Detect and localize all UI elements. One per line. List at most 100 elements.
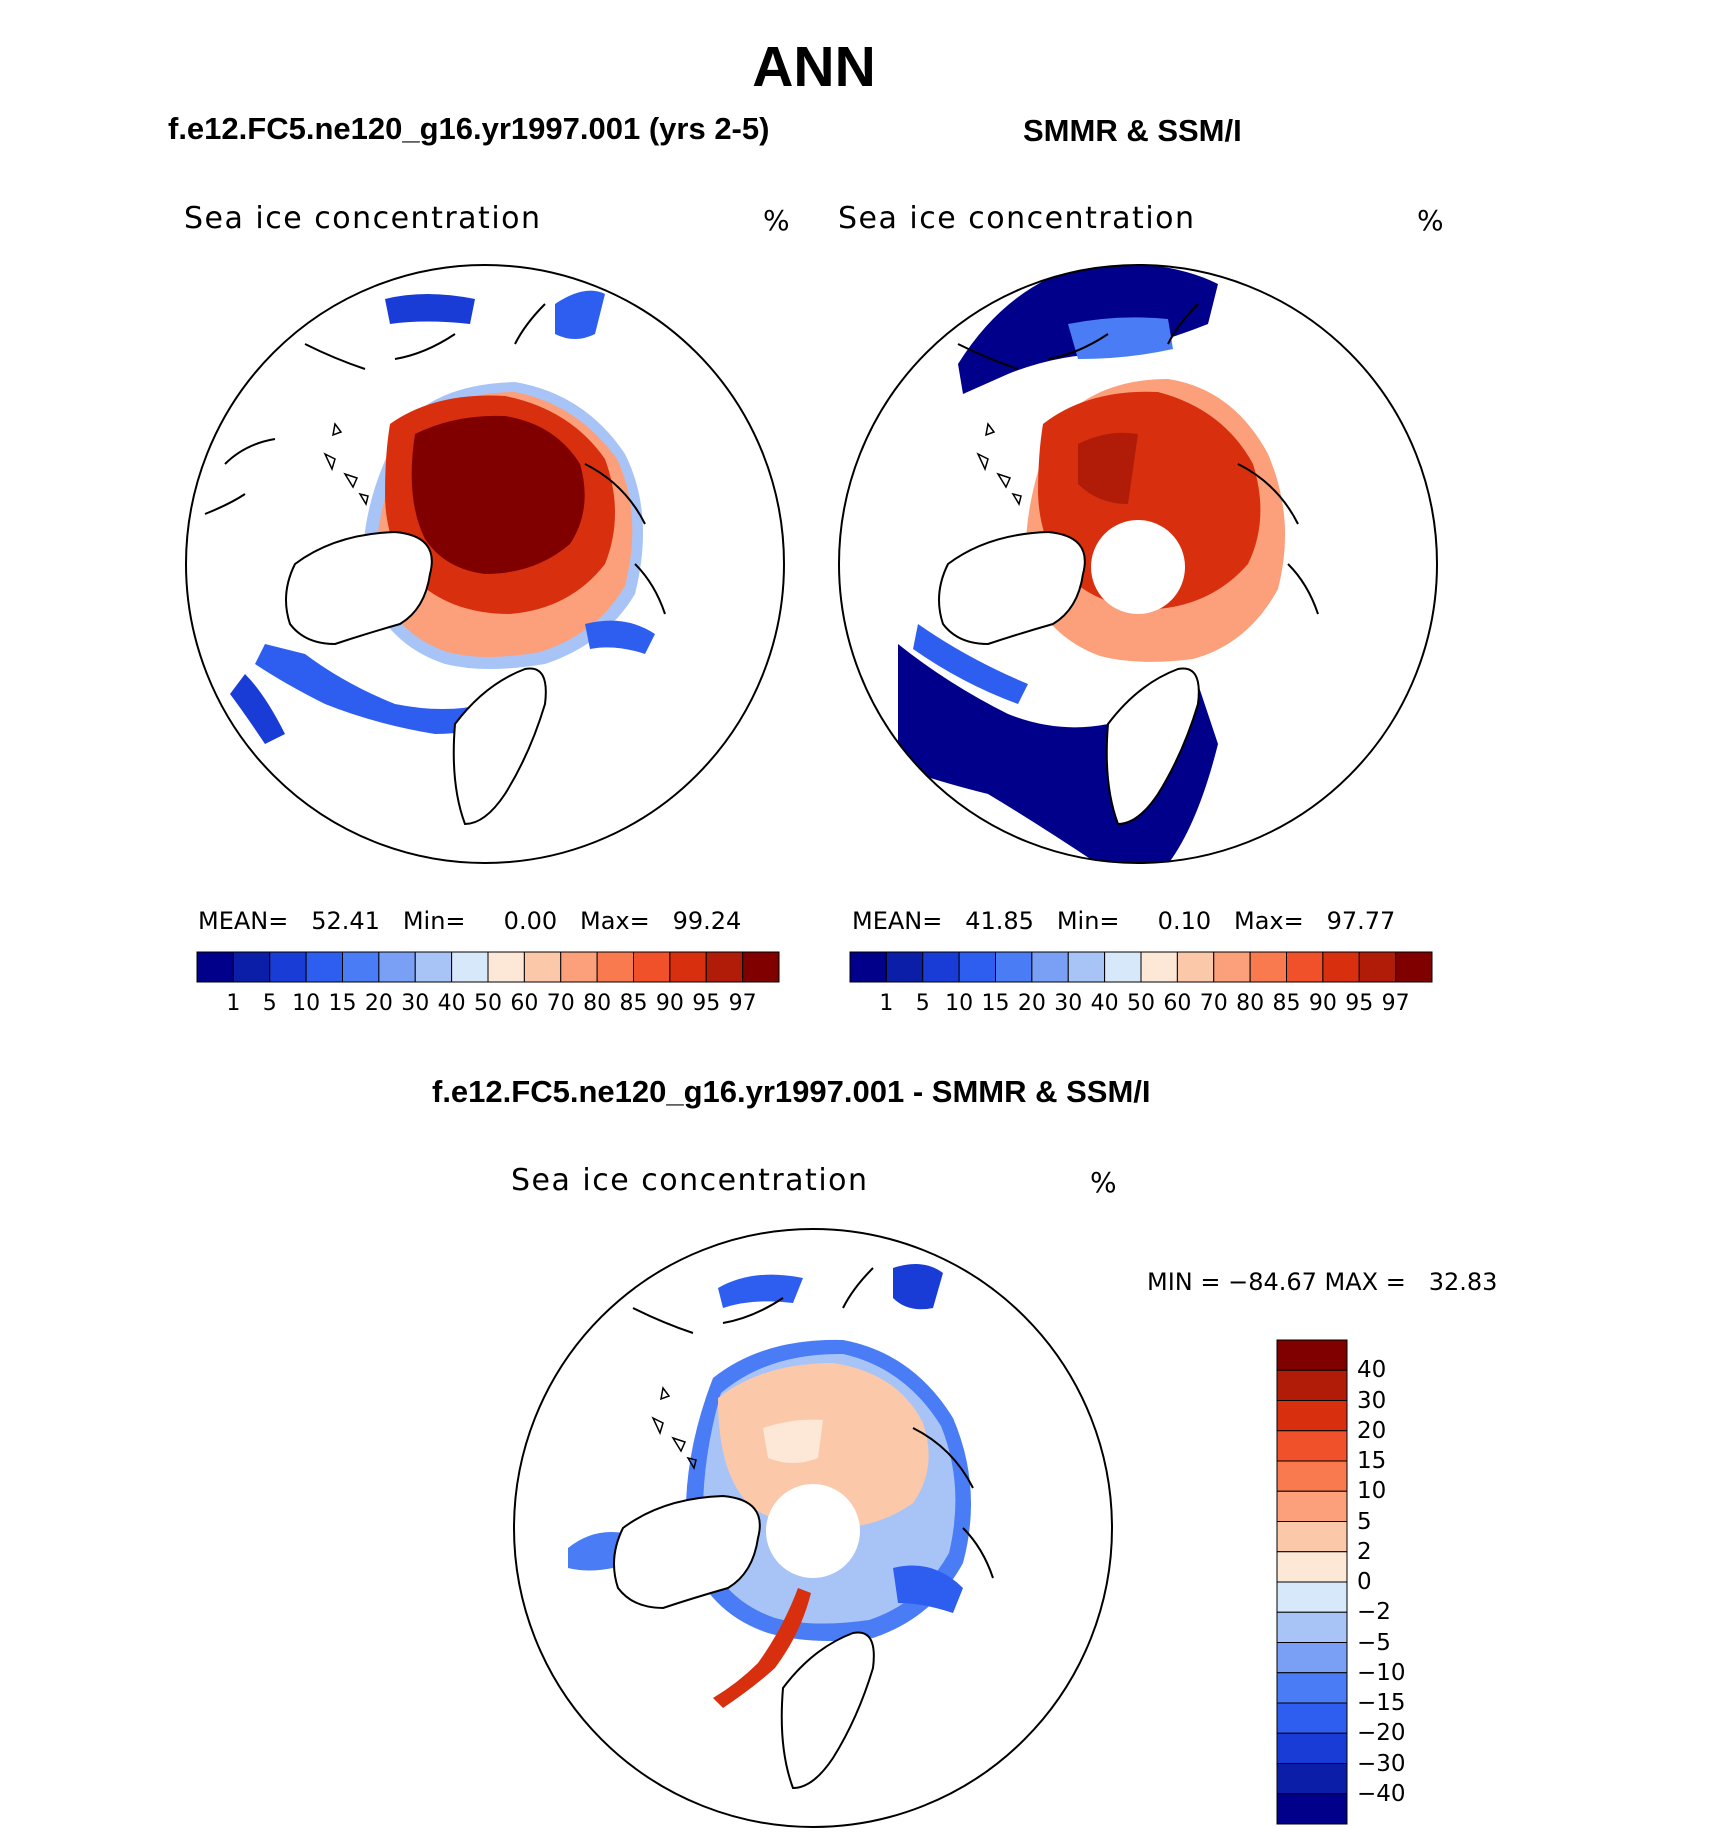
model-colorbar-tick-label: 15 [328, 991, 357, 1016]
obs-colorbar-tick-label: 1 [879, 991, 894, 1016]
siberia-coast [632, 1267, 994, 1579]
model-colorbar-swatch [560, 951, 598, 983]
model-colorbar-swatch [196, 951, 234, 983]
obs-panel-title: SMMR & SSM/I [1023, 113, 1242, 148]
obs-colorbar-swatch [849, 951, 887, 983]
archipelago-outlines [976, 422, 1022, 506]
diff-colorbar-swatch [1276, 1702, 1348, 1734]
diff-colorbar-tick-label: −20 [1357, 1720, 1406, 1747]
ice-core-zone [1078, 432, 1138, 504]
model-colorbar-swatch [705, 951, 744, 983]
model-colorbar-tick-label: 40 [437, 991, 466, 1016]
siberia-coast [304, 303, 666, 615]
obs-stats: MEAN= 41.85 Min= 0.10 Max= 97.77 [852, 907, 1396, 935]
obs-colorbar-swatch [1249, 951, 1287, 983]
model-colorbar-tick-label: 20 [364, 991, 393, 1016]
obs-colorbar-tick-label: 60 [1163, 991, 1192, 1016]
model-colorbar-swatch [342, 951, 380, 983]
obs-colorbar-tick-label: 20 [1017, 991, 1046, 1016]
model-colorbar-tick-label: 10 [292, 991, 321, 1016]
obs-colorbar-swatch [1358, 951, 1397, 983]
main-title: ANN [752, 35, 876, 99]
diff-colorbar-swatch [1276, 1339, 1348, 1371]
obs-colorbar-tick-label: 50 [1127, 991, 1155, 1016]
model-unit: % [763, 204, 790, 237]
obs-colorbar-tick-label: 90 [1308, 991, 1337, 1016]
ice-core-zone [411, 415, 585, 574]
diff-unit: % [1090, 1166, 1117, 1199]
model-colorbar-swatch [378, 951, 416, 983]
obs-colorbar-swatch [1286, 951, 1324, 983]
diff-colorbar-tick-label: 5 [1357, 1508, 1372, 1535]
greenland-land [613, 1494, 761, 1610]
diff-colorbar-tick-label: 10 [1357, 1478, 1387, 1505]
obs-colorbar-tick-label: 15 [981, 991, 1010, 1016]
diff-labrador-patch [568, 1532, 623, 1571]
model-colorbar-tick-label: 85 [619, 991, 648, 1016]
greenland-land [285, 530, 433, 646]
diff-colorbar-swatch [1276, 1460, 1348, 1492]
model-colorbar-swatch [269, 951, 307, 983]
archipelago-outlines [651, 1386, 697, 1470]
obs-colorbar-swatch [1322, 951, 1360, 983]
diff-colorbar-swatch [1276, 1369, 1348, 1401]
diff-colorbar-tick-label: −30 [1357, 1750, 1406, 1777]
ice-barents-band [585, 620, 655, 654]
model-field-label: Sea ice concentration [184, 201, 542, 236]
diff-colorbar-swatch [1276, 1581, 1348, 1613]
obs-colorbar-swatch [1140, 951, 1178, 983]
obs-colorbar-swatch [995, 951, 1033, 983]
obs-colorbar-tick-label: 70 [1199, 991, 1228, 1016]
model-colorbar-tick-label: 97 [728, 991, 757, 1016]
diff-positive-interior [718, 1363, 929, 1528]
diff-colorbar-swatch [1276, 1611, 1348, 1643]
diff-positive-streak [713, 1588, 811, 1708]
model-colorbar-swatch [487, 951, 525, 983]
pole-hole [1091, 520, 1185, 614]
diff-colorbar-tick-label: −15 [1357, 1690, 1406, 1716]
model-colorbar-swatch [414, 951, 453, 983]
diff-colorbar-swatch [1276, 1763, 1348, 1795]
model-colorbar-tick-label: 30 [401, 991, 430, 1016]
diff-colorbar-swatch [1276, 1400, 1348, 1432]
scandinavia-land [452, 667, 547, 826]
model-stats: MEAN= 52.41 Min= 0.00 Max= 99.24 [198, 907, 742, 935]
diff-stats: MIN = −84.67 MAX = 32.83 [1147, 1268, 1498, 1296]
obs-colorbar-tick-label: 40 [1090, 991, 1119, 1016]
obs-colorbar [849, 951, 1433, 983]
ice-okhotsk-band [555, 290, 605, 339]
diff-colorbar-swatch [1276, 1793, 1348, 1825]
diff-colorbar-tick-label: −5 [1357, 1629, 1391, 1656]
pole-hole [766, 1484, 860, 1578]
model-colorbar-swatch [523, 951, 562, 983]
siberia-coast [957, 303, 1319, 615]
obs-colorbar-swatch [1213, 951, 1251, 983]
obs-colorbar-swatch [922, 951, 960, 983]
ice-atlantic-edge [913, 624, 1028, 704]
model-colorbar-swatch [451, 951, 489, 983]
diff-colorbar-swatch [1276, 1642, 1348, 1674]
obs-colorbar-swatch [1031, 951, 1069, 983]
diff-colorbar-tick-label: −10 [1357, 1659, 1406, 1686]
archipelago-outlines [323, 422, 369, 506]
diff-colorbar-swatch [1276, 1430, 1348, 1462]
model-colorbar-swatch [669, 951, 707, 983]
obs-colorbar-swatch [1067, 951, 1106, 983]
model-colorbar [196, 951, 780, 983]
diff-colorbar-tick-label: 30 [1357, 1387, 1387, 1414]
model-colorbar-tick-label: 60 [510, 991, 539, 1016]
scandinavia-land [780, 1631, 875, 1790]
obs-field-label: Sea ice concentration [838, 201, 1196, 236]
diff-colorbar-swatch [1276, 1521, 1348, 1553]
ice-pacific-mid [1068, 317, 1173, 359]
diff-colorbar-swatch [1276, 1490, 1348, 1522]
diff-colorbar-swatch [1276, 1732, 1348, 1764]
obs-colorbar-tick-label: 10 [945, 991, 974, 1016]
model-colorbar-tick-label: 70 [546, 991, 575, 1016]
diff-colorbar-swatch [1276, 1551, 1348, 1583]
model-colorbar-swatch [232, 951, 271, 983]
ice-bering-band [385, 294, 475, 324]
model-colorbar-swatch [305, 951, 343, 983]
model-panel-title: f.e12.FC5.ne120_g16.yr1997.001 (yrs 2-5) [168, 111, 770, 146]
model-colorbar-tick-label: 5 [262, 991, 277, 1016]
